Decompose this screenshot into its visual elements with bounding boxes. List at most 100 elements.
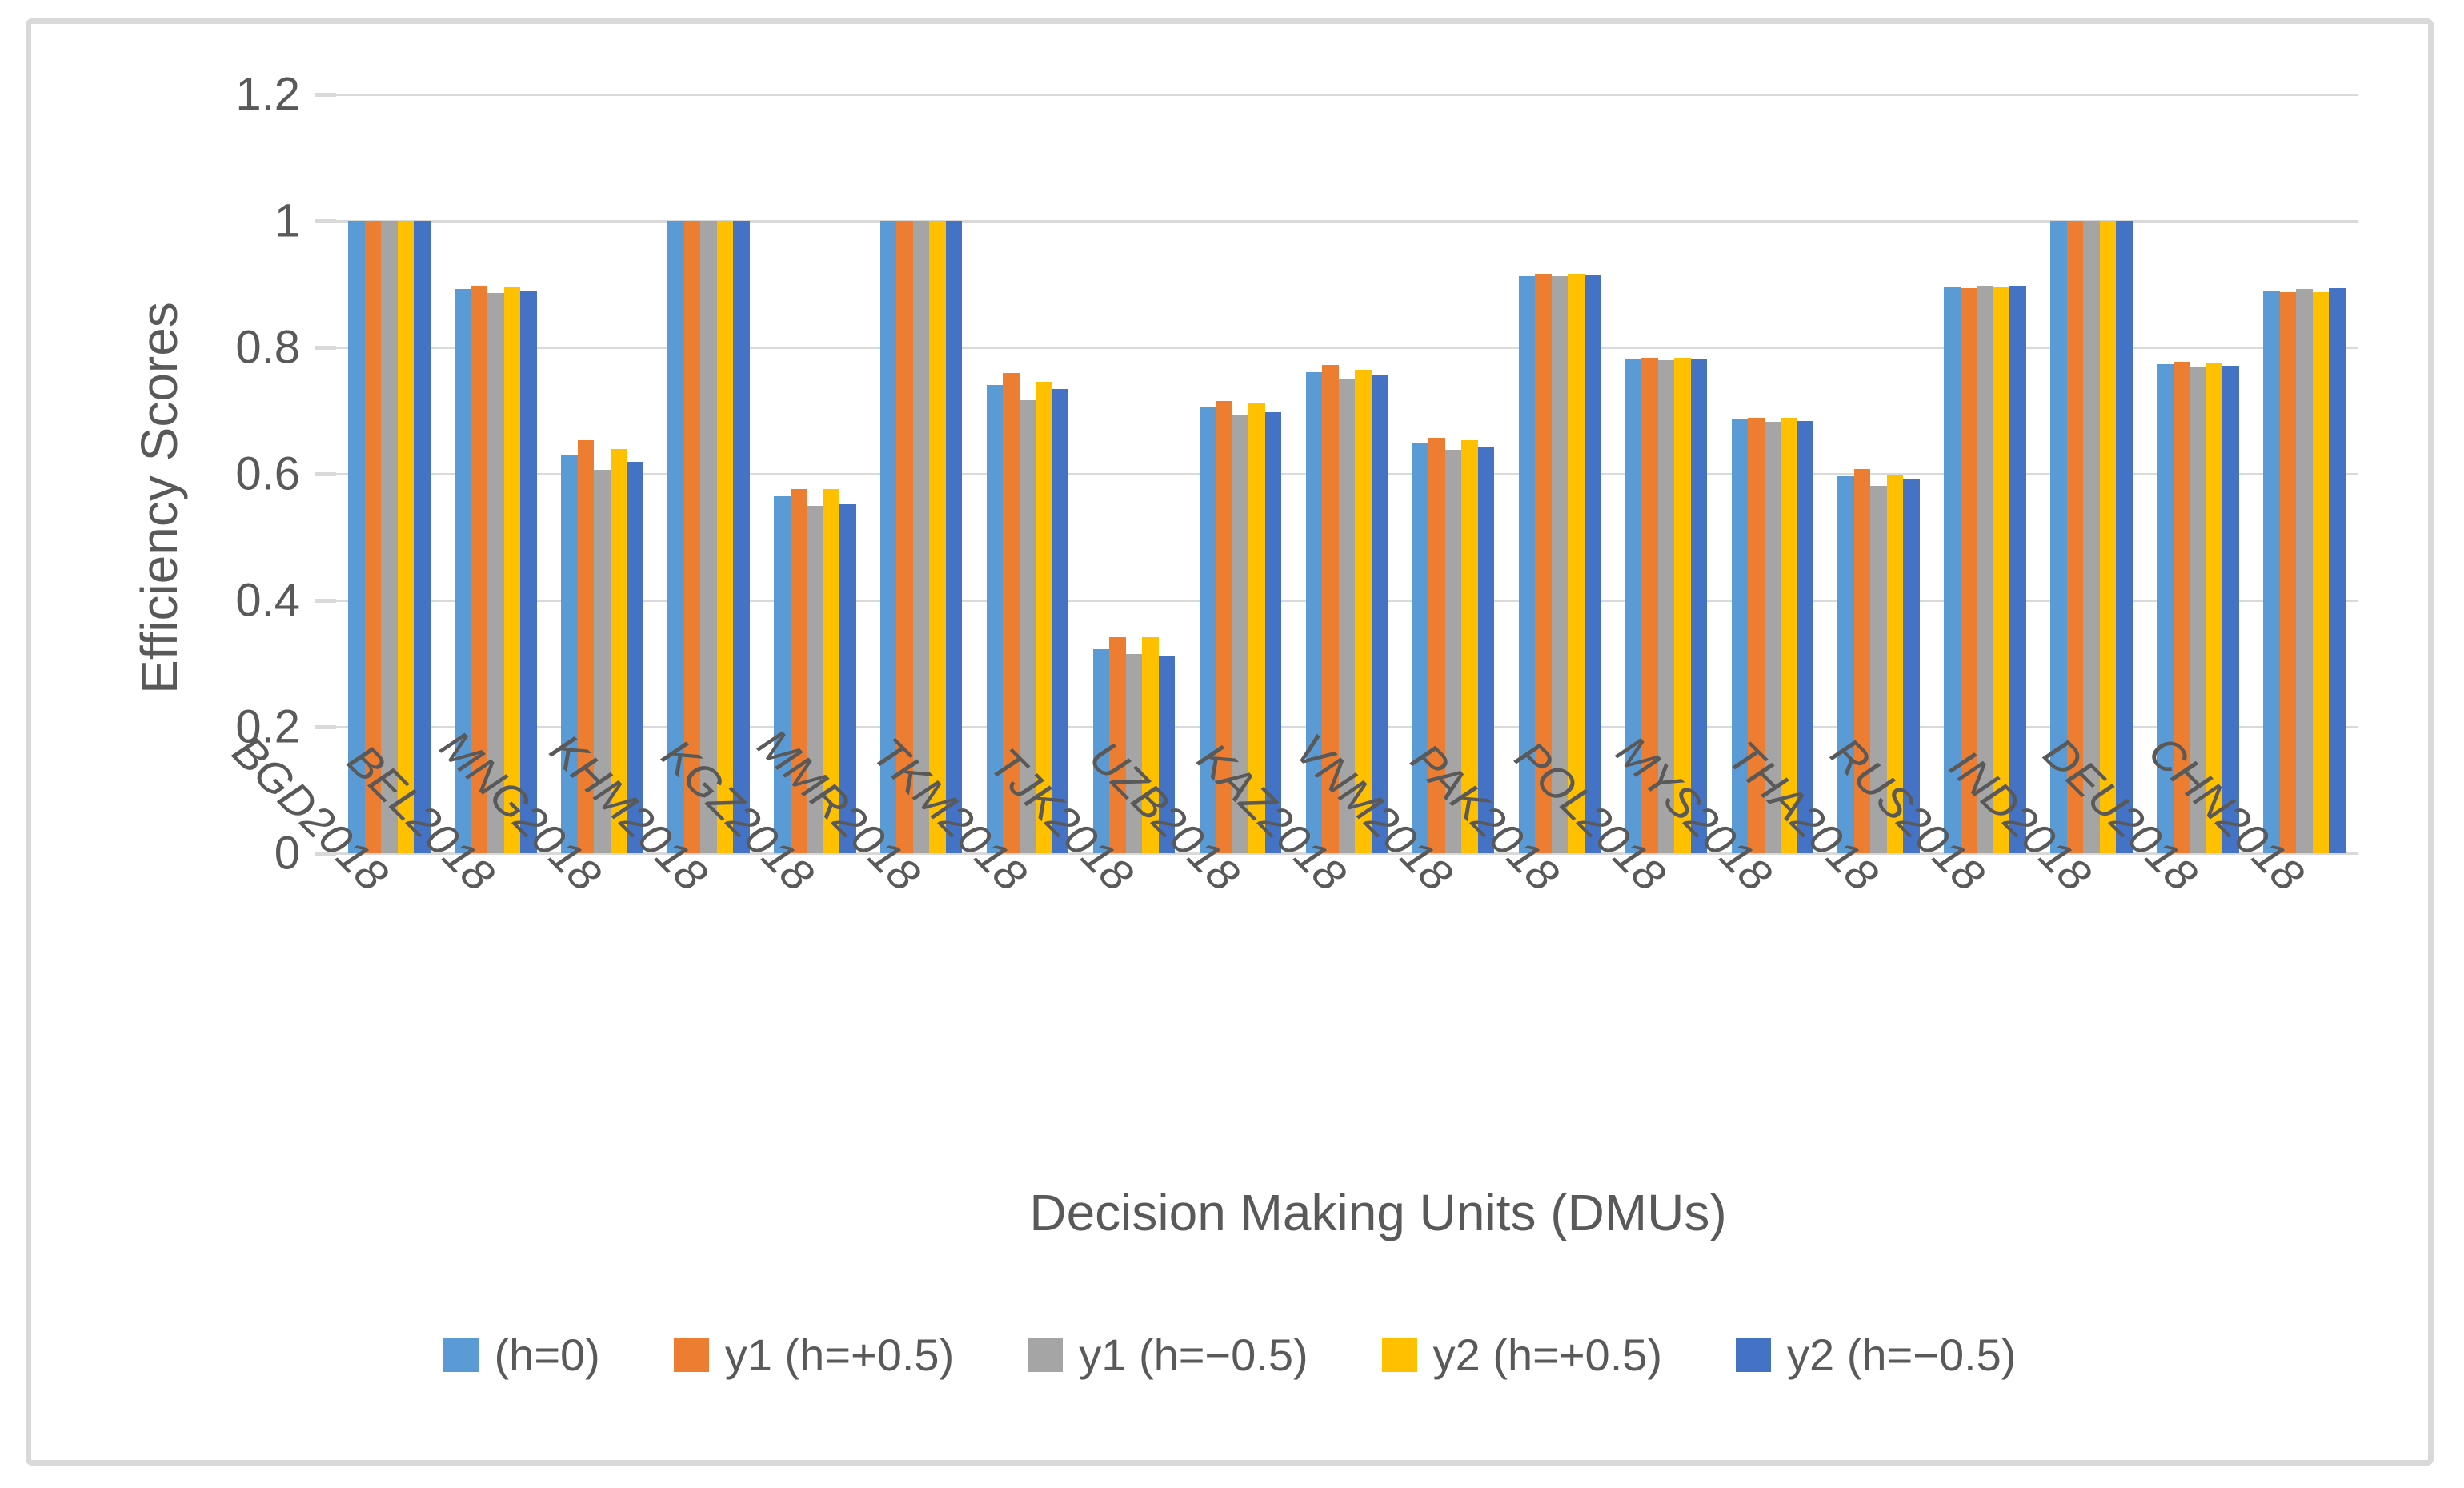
bar-group-KGZ2018: [774, 94, 856, 853]
y-tick-mark: [315, 471, 336, 476]
bar-TKM2018-y1 (h=+0.5): [1003, 372, 1020, 853]
bar-RUS2018-y2 (h=−0.5): [2009, 285, 2026, 853]
bar-THA2018-y1 (h=+0.5): [1853, 469, 1871, 853]
legend-label: y1 (h=+0.5): [724, 1330, 955, 1380]
bar-group-VNM2018: [1412, 94, 1495, 853]
bar-DEU2018-y2 (h=−0.5): [2222, 365, 2239, 853]
bar-group-KHM2018: [667, 94, 750, 853]
bar-KGZ2018-y2 (h=−0.5): [839, 503, 856, 853]
bar-PAK2018-y1 (h=+0.5): [1535, 274, 1552, 853]
bar-group-MNG2018: [561, 94, 643, 853]
bar-group-BEL2018: [455, 94, 537, 853]
bar-TKM2018-y2 (h=+0.5): [1036, 382, 1052, 853]
bar-group-BGD2018: [348, 94, 431, 853]
y-tick-mark: [315, 219, 336, 223]
gridline-y-0: [336, 852, 2358, 855]
bar-MNG2018-(h=0): [561, 455, 578, 853]
bar-THA2018-(h=0): [1837, 476, 1854, 853]
bar-BGD2018-y1 (h=+0.5): [364, 221, 382, 853]
bar-VNM2018-(h=0): [1412, 443, 1429, 853]
bar-UZB2018-y1 (h=−0.5): [1232, 414, 1249, 853]
bar-TJK2018-y1 (h=+0.5): [1109, 636, 1126, 853]
y-tick-label: 0.2: [235, 700, 300, 753]
bar-RUS2018-y1 (h=+0.5): [1960, 287, 1977, 853]
bar-MNG2018-y1 (h=−0.5): [594, 470, 611, 853]
bar-BEL2018-y1 (h=−0.5): [487, 293, 504, 853]
bar-IND2018-y1 (h=−0.5): [2083, 221, 2100, 853]
bar-KAZ2018-y2 (h=+0.5): [1355, 369, 1372, 853]
bar-UZB2018-y1 (h=+0.5): [1216, 401, 1232, 853]
gridline-y-1: [336, 219, 2358, 223]
gridline-y-0.8: [336, 346, 2358, 349]
bar-KGZ2018-y1 (h=−0.5): [807, 506, 823, 853]
legend-swatch: [1028, 1338, 1064, 1372]
bar-group-MYS2018: [1731, 94, 1814, 853]
legend-swatch: [443, 1338, 479, 1372]
bar-MMR2018-y2 (h=+0.5): [929, 221, 946, 853]
legend-label: y2 (h=+0.5): [1432, 1330, 1663, 1380]
legend-swatch: [673, 1338, 709, 1372]
bar-KHM2018-y2 (h=−0.5): [733, 221, 750, 853]
bar-KAZ2018-y2 (h=−0.5): [1371, 375, 1388, 853]
legend: (h=0) y1 (h=+0.5) y1 (h=−0.5) y2 (h=+0.5) y2…: [31, 1329, 2428, 1381]
bar-UZB2018-(h=0): [1199, 407, 1216, 853]
y-tick-label: 0.8: [235, 321, 300, 374]
bar-MMR2018-(h=0): [879, 221, 897, 853]
bar-TJK2018-(h=0): [1092, 648, 1110, 853]
y-tick-mark: [315, 345, 336, 350]
bar-BEL2018-y1 (h=+0.5): [471, 285, 488, 853]
bar-POL2018-y2 (h=+0.5): [1674, 357, 1691, 853]
bar-THA2018-y1 (h=−0.5): [1870, 486, 1887, 853]
bar-group-DEU2018: [2157, 94, 2239, 853]
bar-KGZ2018-(h=0): [774, 495, 791, 853]
bar-group-PAK2018: [1518, 94, 1601, 853]
bar-TJK2018-y1 (h=−0.5): [1125, 654, 1143, 853]
bar-BGD2018-y2 (h=−0.5): [414, 221, 431, 853]
bar-MMR2018-y1 (h=+0.5): [896, 221, 913, 853]
legend-label: y1 (h=−0.5): [1079, 1330, 1308, 1380]
bar-CHN2018-(h=0): [2263, 291, 2280, 853]
x-axis-title: Decision Making Units (DMUs): [1029, 1184, 1727, 1241]
legend-label: y2 (h=−0.5): [1787, 1330, 2017, 1380]
bar-POL2018-y1 (h=−0.5): [1657, 359, 1675, 853]
bar-VNM2018-y1 (h=−0.5): [1444, 449, 1462, 853]
bar-BEL2018-y2 (h=−0.5): [520, 291, 537, 853]
y-tick-label: 0.6: [235, 447, 300, 500]
y-tick-mark: [315, 598, 336, 603]
bar-MMR2018-y1 (h=−0.5): [912, 221, 930, 853]
legend-item-(h=0): (h=0): [443, 1329, 600, 1381]
bar-BGD2018-y2 (h=+0.5): [397, 221, 415, 853]
bar-KAZ2018-y1 (h=+0.5): [1322, 365, 1339, 853]
bar-PAK2018-(h=0): [1518, 275, 1536, 853]
bar-TKM2018-y2 (h=−0.5): [1052, 389, 1069, 853]
bar-group-CHN2018: [2263, 94, 2346, 853]
bar-DEU2018-y2 (h=+0.5): [2206, 363, 2223, 853]
bar-group-IND2018: [2050, 94, 2133, 853]
bar-CHN2018-y2 (h=−0.5): [2329, 287, 2346, 853]
bar-MYS2018-y1 (h=+0.5): [1748, 418, 1765, 853]
legend-item-y2 (h=+0.5): y2 (h=+0.5): [1381, 1329, 1663, 1381]
bar-DEU2018-y1 (h=−0.5): [2190, 366, 2206, 853]
bar-POL2018-y1 (h=+0.5): [1641, 357, 1658, 853]
y-tick-label: 1: [274, 195, 300, 247]
bar-BEL2018-y2 (h=+0.5): [503, 287, 521, 853]
bar-KHM2018-y1 (h=+0.5): [683, 221, 701, 853]
bar-KGZ2018-y2 (h=+0.5): [823, 488, 839, 853]
y-tick-mark: [315, 724, 336, 729]
bar-RUS2018-y1 (h=−0.5): [1977, 285, 1993, 853]
bar-THA2018-y2 (h=+0.5): [1886, 475, 1904, 853]
bar-UZB2018-y2 (h=−0.5): [1264, 411, 1282, 853]
bar-DEU2018-y1 (h=+0.5): [2173, 362, 2190, 853]
bar-group-RUS2018: [1944, 94, 2026, 853]
legend-swatch: [1736, 1338, 1772, 1372]
bar-BGD2018-(h=0): [348, 221, 365, 853]
bar-MYS2018-y2 (h=−0.5): [1797, 420, 1814, 853]
bar-PAK2018-y2 (h=−0.5): [1584, 275, 1601, 853]
bar-MYS2018-y2 (h=+0.5): [1781, 417, 1797, 853]
bar-CHN2018-y1 (h=+0.5): [2279, 292, 2297, 853]
bar-VNM2018-y2 (h=−0.5): [1477, 447, 1495, 853]
bar-BGD2018-y1 (h=−0.5): [381, 221, 398, 853]
bar-TKM2018-(h=0): [986, 385, 1004, 853]
y-tick-label: 1.2: [235, 68, 300, 121]
bar-group-POL2018: [1625, 94, 1708, 853]
